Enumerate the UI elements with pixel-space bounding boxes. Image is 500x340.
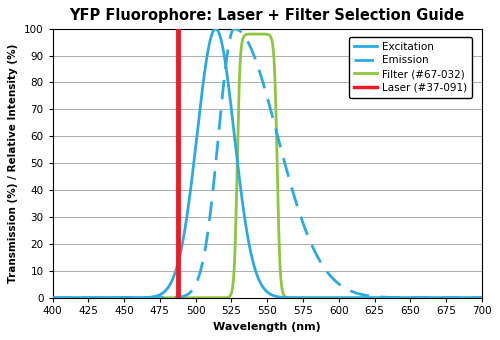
Emission [470,296,476,300]
Filter (#67-032) [424,296,430,300]
Laser (#37-091) [176,296,182,300]
Emission [233,27,239,31]
Excitation [50,296,56,300]
Excitation [98,296,104,300]
Excitation [479,296,485,300]
Legend: Excitation, Emission, Filter (#67-032), Laser (#37-091): Excitation, Emission, Filter (#67-032), … [348,37,472,98]
Title: YFP Fluorophore: Laser + Filter Selection Guide: YFP Fluorophore: Laser + Filter Selectio… [70,8,465,23]
Filter (#67-032) [254,32,260,36]
Emission [479,296,485,300]
Y-axis label: Transmission (%) / Relative Intensity (%): Transmission (%) / Relative Intensity (%… [8,44,18,283]
Filter (#67-032) [98,296,104,300]
Filter (#67-032) [233,223,239,227]
Emission [50,296,56,300]
Line: Filter (#67-032): Filter (#67-032) [52,34,482,298]
Emission [232,27,237,31]
Laser (#37-091) [176,293,182,297]
Filter (#67-032) [479,296,485,300]
Emission [424,296,430,300]
Emission [214,147,220,151]
X-axis label: Wavelength (nm): Wavelength (nm) [214,322,321,332]
Emission [124,296,130,300]
Line: Emission: Emission [52,29,482,298]
Excitation [470,296,476,300]
Filter (#67-032) [50,296,56,300]
Line: Excitation: Excitation [52,29,482,298]
Emission [98,296,104,300]
Excitation [424,296,430,300]
Filter (#67-032) [214,296,220,300]
Excitation [214,28,220,32]
Filter (#67-032) [124,296,130,300]
Excitation [212,27,218,31]
Filter (#67-032) [470,296,476,300]
Excitation [233,147,239,151]
Excitation [124,296,130,300]
